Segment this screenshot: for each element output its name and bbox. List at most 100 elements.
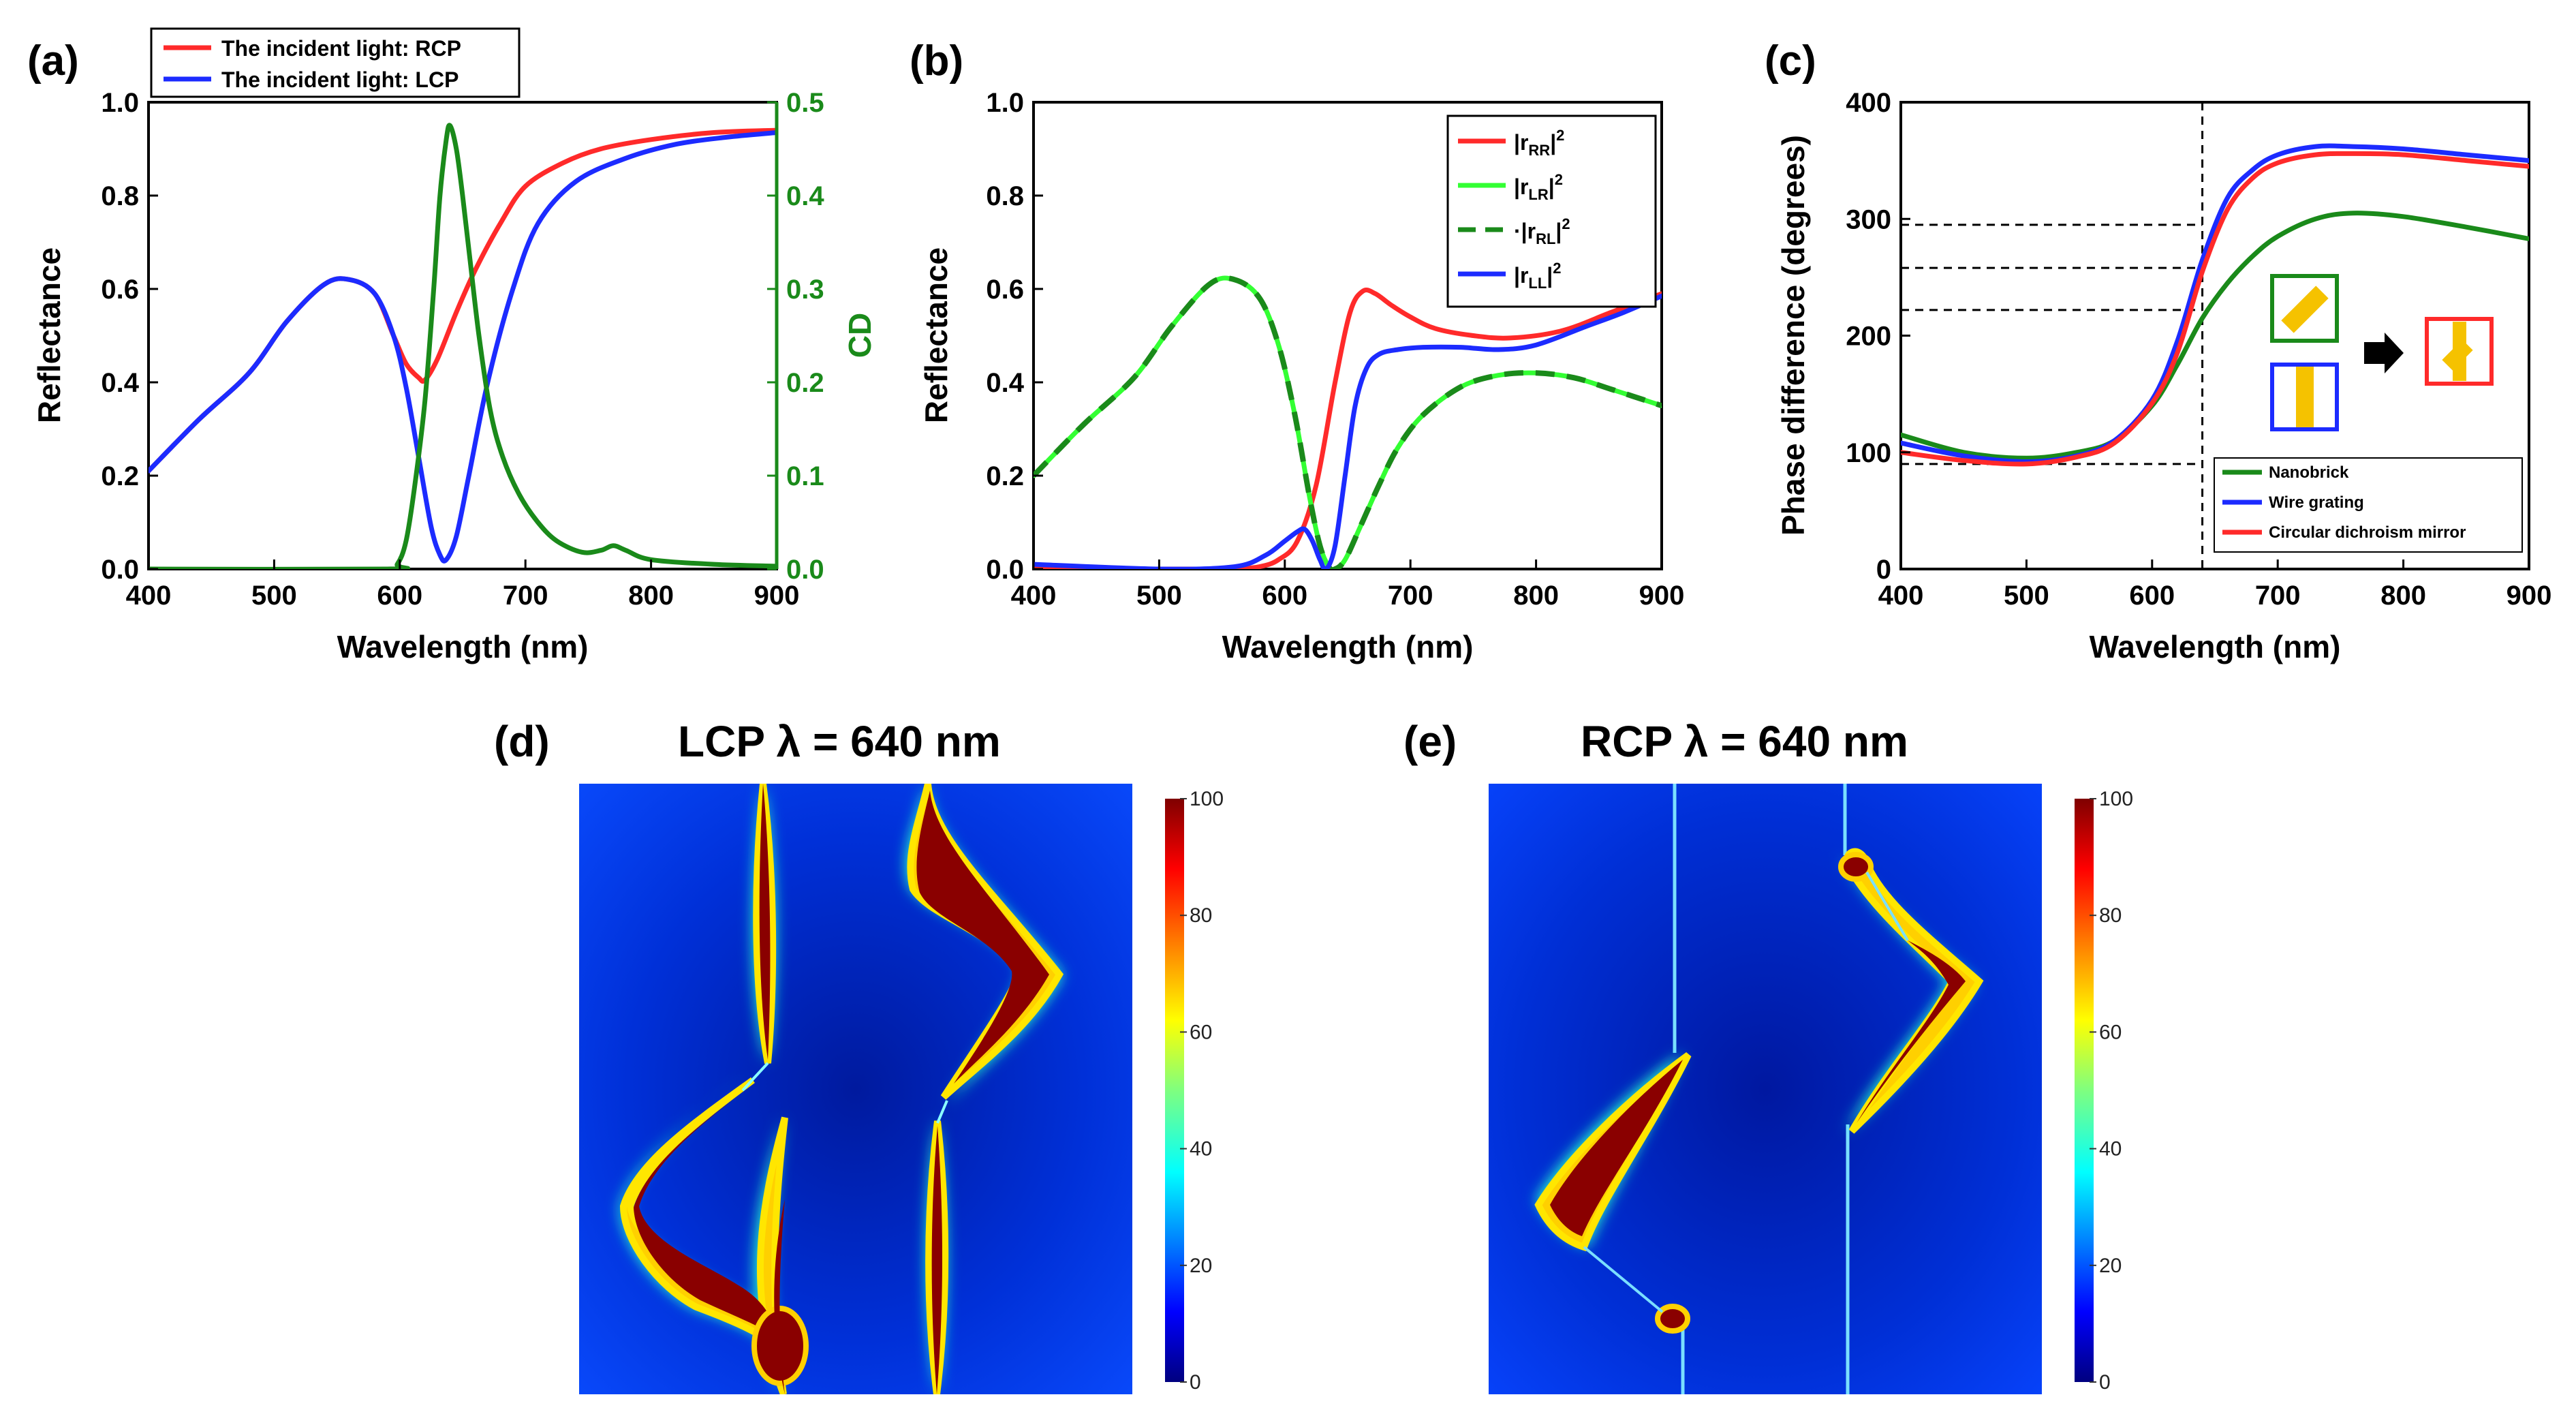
inset-schematic xyxy=(2270,274,2494,431)
y-tick-label-b: 0.4 xyxy=(986,368,1024,398)
series-group-c xyxy=(1901,143,2529,467)
field-core-lower-knob-e xyxy=(1655,1304,1690,1334)
cd-mirror-brick-icon xyxy=(2442,339,2473,371)
x-tick-label-c: 700 xyxy=(2255,581,2301,611)
series-group-a xyxy=(149,123,777,569)
panel-label-c: (c) xyxy=(1765,37,1816,85)
field-gap-line-e2 xyxy=(1865,871,1909,942)
y-tick-label-c: 300 xyxy=(1846,204,1891,234)
x-tick-label-b: 400 xyxy=(1011,581,1057,611)
y-tick-label-b: 0.8 xyxy=(986,181,1024,211)
y2-tick-label-a: 0.2 xyxy=(786,368,824,398)
legend-label-wire: Wire grating xyxy=(2269,493,2364,512)
legend-label-rrr: |rRR|2 xyxy=(1514,127,1564,159)
legend-b: |rRR|2 |rLR|2 ·|rRL|2 |rLL|2 xyxy=(1446,114,1657,308)
y-tick-label-a: 0.6 xyxy=(101,275,139,305)
y2-axis-title-a: CD xyxy=(842,313,878,358)
y2-tick-label-a: 0.4 xyxy=(786,181,824,211)
colorbar-tick-label-e: 40 xyxy=(2099,1138,2122,1161)
legend-c: Nanobrick Wire grating Circular dichrois… xyxy=(2214,457,2523,553)
ticks-c: 400 500 600 700 800 900 0 100 200 300 400 xyxy=(1846,88,2551,611)
panel-b: (b) 400 500 600 700 800 900 0.0 0.2 0.4 0.6 0.8 1.0… xyxy=(910,37,1684,664)
field-core-upper-wire xyxy=(759,784,771,1060)
x-axis-title-c: Wavelength (nm) xyxy=(2090,629,2341,664)
panel-e: (e) RCP λ = 640 nm 100 80 60 40 20 0 xyxy=(1403,717,2133,1394)
series-line-the-incident-light-lcp xyxy=(149,130,777,564)
arrow-right-icon xyxy=(2364,333,2404,373)
colorbar-tick-label-e: 20 xyxy=(2099,1255,2122,1277)
legend-label-lcp: The incident light: LCP xyxy=(221,67,459,92)
field-core-upper-brick xyxy=(916,791,1049,1084)
panel-label-a: (a) xyxy=(27,37,79,85)
y-tick-label-b: 1.0 xyxy=(986,88,1024,118)
y-tick-label-c: 200 xyxy=(1846,322,1891,352)
y-tick-label-b: 0.6 xyxy=(986,275,1024,305)
x-tick-label-a: 900 xyxy=(754,581,800,611)
x-tick-label-b: 900 xyxy=(1639,581,1685,611)
y2-tick-label-a: 0.1 xyxy=(786,461,824,491)
legend-a: The incident light: RCP The incident lig… xyxy=(150,27,521,98)
legend-box-c xyxy=(2214,457,2523,553)
nanobrick-icon xyxy=(2281,286,2329,333)
y-tick-label-a: 0.8 xyxy=(101,181,139,211)
field-map-d xyxy=(579,784,1132,1394)
y-axis-title-c: Phase difference (degrees) xyxy=(1775,135,1811,536)
field-background-e xyxy=(1489,784,2042,1394)
colorbar-tick-label-e: 100 xyxy=(2099,788,2133,810)
colorbar-tick-label-e: 80 xyxy=(2099,904,2122,927)
legend-label-rcp: The incident light: RCP xyxy=(221,36,461,61)
map-title-e: RCP λ = 640 nm xyxy=(1581,717,1908,766)
y2-tick-label-a: 0.5 xyxy=(786,88,824,118)
colorbar-gradient-d xyxy=(1165,799,1184,1382)
series-line-nanobrick xyxy=(1901,211,2529,461)
colorbar-tick-label-d: 80 xyxy=(1190,904,1212,927)
map-title-d: LCP λ = 640 nm xyxy=(678,717,1001,766)
y-axis-title-a: Reflectance xyxy=(31,247,67,423)
colorbar-tick-label-e: 0 xyxy=(2099,1371,2111,1394)
colorbar-tick-label-d: 0 xyxy=(1190,1371,1201,1394)
x-tick-label-c: 400 xyxy=(1878,581,1924,611)
y-tick-label-a: 1.0 xyxy=(101,88,139,118)
ticks-b: 400 500 600 700 800 900 0.0 0.2 0.4 0.6 0.8 1.0 xyxy=(986,88,1684,611)
legend-box-a xyxy=(150,27,521,98)
x-tick-label-a: 500 xyxy=(251,581,297,611)
x-tick-label-a: 700 xyxy=(503,581,548,611)
series-line-rrl xyxy=(1034,275,1662,569)
plot-frame-b xyxy=(1032,101,1663,570)
series-group-b xyxy=(1034,275,1662,569)
y-tick-label-a: 0.2 xyxy=(101,461,139,491)
y-tick-label-c: 100 xyxy=(1846,438,1891,468)
x-axis-title-a: Wavelength (nm) xyxy=(337,629,589,664)
colorbar-tick-label-d: 100 xyxy=(1190,788,1224,810)
colorbar-e: 100 80 60 40 20 0 xyxy=(2075,788,2133,1394)
wire-icon xyxy=(2296,367,2314,427)
y-axis-title-b: Reflectance xyxy=(918,247,954,423)
series-line-cd xyxy=(149,123,777,569)
ticks-a: 400 500 600 700 800 9000.00.20.40.60.81.00.00… xyxy=(101,88,824,611)
colorbar-tick-label-d: 20 xyxy=(1190,1255,1212,1277)
field-core-lower-wire xyxy=(931,1126,943,1394)
x-tick-label-c: 600 xyxy=(2129,581,2175,611)
field-core-lower-brick xyxy=(634,1090,780,1339)
x-axis-title-b: Wavelength (nm) xyxy=(1222,629,1474,664)
x-tick-label-a: 400 xyxy=(126,581,172,611)
y-tick-label-b: 0.0 xyxy=(986,555,1024,585)
colorbar-tick-label-d: 40 xyxy=(1190,1138,1212,1161)
colorbar-tick-label-e: 60 xyxy=(2099,1021,2122,1043)
y2-tick-label-a: 0.3 xyxy=(786,275,824,305)
panel-label-d: (d) xyxy=(494,717,550,766)
x-tick-label-a: 600 xyxy=(377,581,422,611)
x-tick-label-c: 500 xyxy=(2004,581,2049,611)
field-core-upper-knob xyxy=(1838,852,1874,882)
panel-a: (a) 400 500 600 700 800 9000.00.20.40.60.81.0… xyxy=(27,27,878,664)
x-tick-label-b: 600 xyxy=(1262,581,1307,611)
x-tick-label-a: 800 xyxy=(628,581,674,611)
field-core-lower-left xyxy=(774,1199,785,1394)
x-tick-label-b: 500 xyxy=(1136,581,1182,611)
colorbar-ticks-e: 100 80 60 40 20 0 xyxy=(2090,788,2133,1394)
x-tick-label-b: 700 xyxy=(1388,581,1433,611)
panel-c: (c) 400 500 600 700 800 900 0 100 200 300 400 Wave… xyxy=(1765,37,2551,664)
series-line-rrr xyxy=(1034,288,1662,569)
colorbar-gradient-e xyxy=(2075,799,2094,1382)
